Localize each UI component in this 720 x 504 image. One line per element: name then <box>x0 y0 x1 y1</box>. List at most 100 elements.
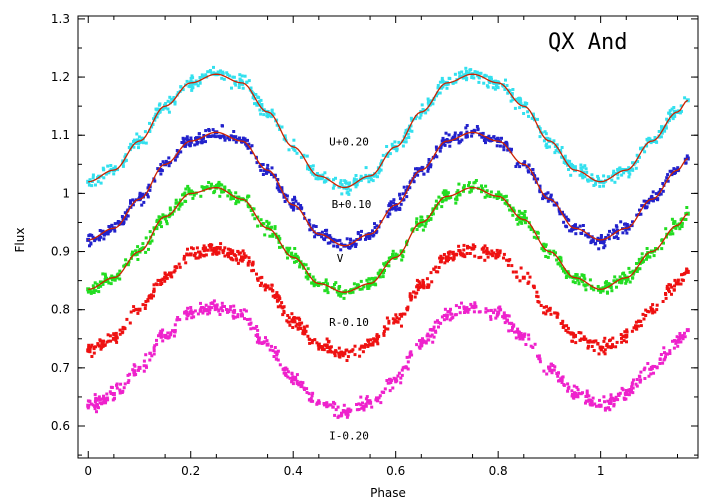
scatter-point <box>159 333 163 337</box>
scatter-point <box>148 121 151 125</box>
scatter-point <box>478 310 482 314</box>
scatter-point <box>616 237 620 240</box>
scatter-point <box>631 220 634 224</box>
scatter-point <box>364 175 368 179</box>
scatter-point <box>98 398 102 402</box>
scatter-point <box>308 168 312 171</box>
scatter-point <box>378 275 382 279</box>
scatter-point <box>206 70 210 74</box>
scatter-point <box>236 313 240 317</box>
scatter-point <box>583 277 587 281</box>
scatter-point <box>526 110 530 114</box>
scatter-point <box>109 339 113 343</box>
scatter-point <box>332 178 335 182</box>
scatter-point <box>284 193 288 197</box>
scatter-point <box>311 172 315 176</box>
x-tick-label: 0 <box>84 464 92 478</box>
scatter-point <box>620 386 624 390</box>
scatter-point <box>611 228 615 232</box>
scatter-point <box>660 131 664 135</box>
scatter-point <box>375 224 379 228</box>
scatter-point <box>574 273 578 276</box>
scatter-point <box>302 154 306 158</box>
scatter-point <box>251 260 255 264</box>
scatter-point <box>685 206 689 209</box>
scatter-point <box>276 182 280 186</box>
scatter-point <box>181 136 185 140</box>
scatter-point <box>178 150 182 154</box>
scatter-point <box>415 278 419 282</box>
scatter-point <box>591 396 595 400</box>
scatter-point <box>663 129 667 133</box>
scatter-point <box>201 75 205 79</box>
scatter-point <box>108 229 112 233</box>
scatter-point <box>472 76 476 80</box>
scatter-point <box>640 252 644 256</box>
scatter-point <box>96 343 100 347</box>
scatter-point <box>664 126 668 130</box>
scatter-point <box>426 169 430 173</box>
scatter-point <box>357 402 361 406</box>
scatter-point <box>495 248 499 252</box>
scatter-point <box>655 365 659 369</box>
scatter-point <box>393 318 397 322</box>
scatter-point <box>487 134 491 138</box>
scatter-point <box>523 332 527 336</box>
scatter-point <box>88 178 92 182</box>
scatter-point <box>666 179 670 183</box>
scatter-point <box>437 321 441 325</box>
scatter-point <box>378 269 382 273</box>
scatter-point <box>106 398 110 402</box>
scatter-point <box>334 408 338 412</box>
scatter-point <box>262 169 266 173</box>
scatter-point <box>136 138 139 142</box>
scatter-point <box>538 127 542 131</box>
scatter-point <box>132 363 136 367</box>
scatter-point <box>519 266 523 270</box>
scatter-point <box>89 241 93 245</box>
scatter-point <box>484 141 487 145</box>
scatter-point <box>355 408 359 412</box>
scatter-point <box>553 365 557 369</box>
scatter-point <box>554 203 558 207</box>
scatter-point <box>268 226 272 230</box>
scatter-point <box>639 370 643 374</box>
scatter-point <box>560 322 564 325</box>
scatter-point <box>430 280 434 284</box>
scatter-point <box>260 105 264 109</box>
scatter-point <box>240 74 244 78</box>
scatter-point <box>517 213 521 217</box>
scatter-point <box>348 241 352 245</box>
scatter-point <box>484 74 488 78</box>
scatter-point <box>457 182 461 186</box>
scatter-point <box>660 125 663 129</box>
scatter-point <box>213 305 217 309</box>
scatter-point <box>328 234 332 238</box>
scatter-point <box>562 220 566 224</box>
scatter-point <box>630 329 634 333</box>
scatter-point <box>240 257 244 261</box>
scatter-point <box>310 341 314 345</box>
scatter-point <box>560 146 564 149</box>
scatter-point <box>582 335 586 339</box>
scatter-point <box>275 291 279 295</box>
scatter-point <box>662 346 666 350</box>
scatter-point <box>368 284 372 288</box>
scatter-point <box>155 338 158 342</box>
scatter-point <box>255 103 259 107</box>
scatter-point <box>445 138 449 141</box>
scatter-point <box>192 193 196 197</box>
scatter-point <box>521 337 525 341</box>
scatter-point <box>400 373 404 377</box>
data-point <box>685 269 690 274</box>
scatter-point <box>447 195 451 199</box>
scatter-point <box>131 368 135 372</box>
scatter-point <box>343 291 347 295</box>
scatter-point <box>331 237 335 241</box>
scatter-point <box>159 167 163 171</box>
scatter-point <box>198 250 202 254</box>
scatter-point <box>447 133 451 137</box>
scatter-point <box>622 335 626 339</box>
scatter-point <box>571 393 574 396</box>
scatter-point <box>328 241 332 245</box>
